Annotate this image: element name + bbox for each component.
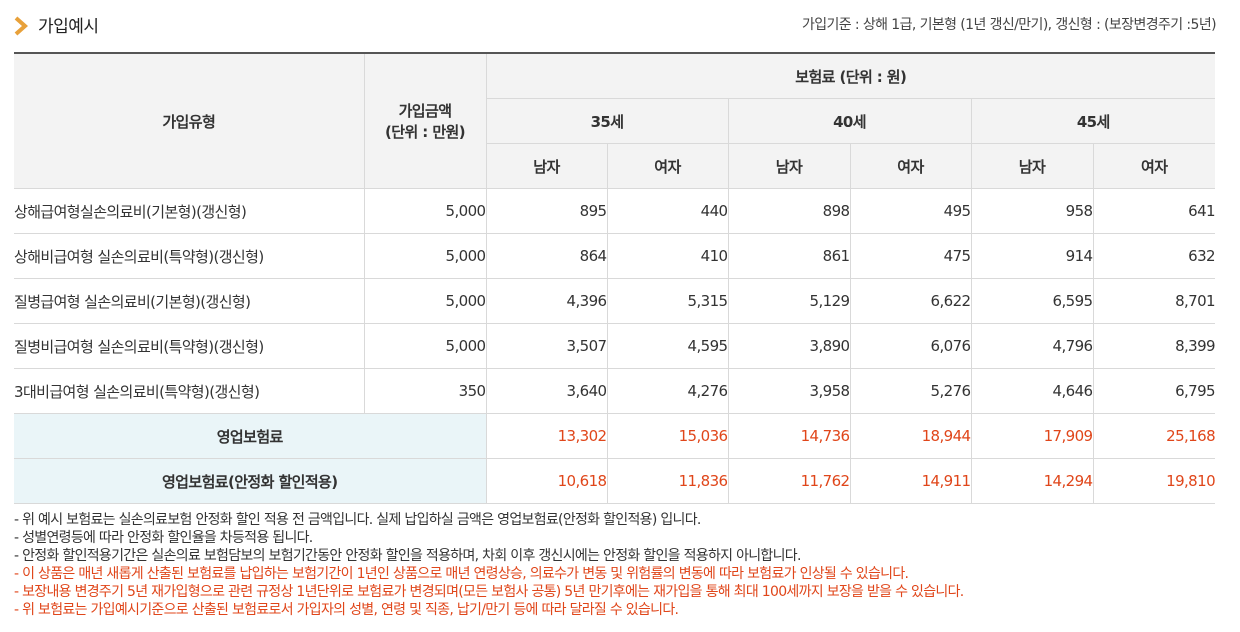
table-row: 질병비급여형 실손의료비(특약형)(갱신형) 5,000 3,507 4,595… bbox=[14, 323, 1216, 369]
premium-cell: 3,640 bbox=[485, 368, 608, 414]
col-header-amount: 가입금액 (단위 : 만원) bbox=[363, 52, 487, 189]
note-item: - 위 예시 보험료는 실손의료보험 안정화 할인 적용 전 금액입니다. 실제… bbox=[14, 512, 701, 528]
premium-cell: 8,701 bbox=[1092, 278, 1216, 324]
notes-list: - 위 예시 보험료는 실손의료보험 안정화 할인 적용 전 금액입니다. 실제… bbox=[14, 511, 1224, 619]
note-item: - 성별연령등에 따라 안정화 할인율을 차등적용 됩니다. bbox=[14, 530, 313, 546]
warning-note-item: - 위 보험료는 가입예시기준으로 산출된 보험료로서 가입자의 성별, 연령 … bbox=[14, 602, 679, 618]
age-header: 45세 bbox=[970, 98, 1216, 144]
premium-cell: 958 bbox=[970, 188, 1094, 234]
premium-example-table: 가입유형 가입금액 (단위 : 만원) 보험료 (단위 : 원) 35세 40세… bbox=[14, 52, 1216, 504]
premium-cell: 3,890 bbox=[727, 323, 851, 369]
total-cell: 14,736 bbox=[727, 413, 851, 459]
premium-cell: 5,129 bbox=[727, 278, 851, 324]
premium-cell: 8,399 bbox=[1092, 323, 1216, 369]
premium-cell: 6,622 bbox=[849, 278, 972, 324]
premium-cell: 6,795 bbox=[1092, 368, 1216, 414]
total-cell: 13,302 bbox=[485, 413, 608, 459]
table-row: 상해급여형실손의료비(기본형)(갱신형) 5,000 895 440 898 4… bbox=[14, 188, 1216, 234]
premium-cell: 914 bbox=[970, 233, 1094, 279]
gender-header: 남자 bbox=[970, 143, 1094, 189]
premium-cell: 440 bbox=[606, 188, 729, 234]
coverage-amount: 5,000 bbox=[363, 233, 487, 279]
total-cell: 14,294 bbox=[970, 458, 1094, 504]
coverage-name: 상해비급여형 실손의료비(특약형)(갱신형) bbox=[14, 233, 365, 279]
premium-cell: 898 bbox=[727, 188, 851, 234]
total-cell: 17,909 bbox=[970, 413, 1094, 459]
premium-cell: 475 bbox=[849, 233, 972, 279]
col-header-type: 가입유형 bbox=[14, 52, 365, 189]
total-cell: 14,911 bbox=[849, 458, 972, 504]
col-header-amount-line1: 가입금액 bbox=[398, 102, 452, 120]
premium-cell: 5,315 bbox=[606, 278, 729, 324]
note-item: - 안정화 할인적용기간은 실손의료 보험담보의 보험기간동안 안정화 할인을 … bbox=[14, 548, 801, 564]
gender-header: 여자 bbox=[849, 143, 972, 189]
coverage-amount: 5,000 bbox=[363, 323, 487, 369]
gender-header: 여자 bbox=[606, 143, 729, 189]
coverage-name: 질병비급여형 실손의료비(특약형)(갱신형) bbox=[14, 323, 365, 369]
total-row: 영업보험료(안정화 할인적용) 10,618 11,836 11,762 14,… bbox=[14, 458, 1216, 504]
premium-cell: 641 bbox=[1092, 188, 1216, 234]
premium-cell: 4,276 bbox=[606, 368, 729, 414]
total-cell: 15,036 bbox=[606, 413, 729, 459]
warning-note-item: - 보장내용 변경주기 5년 재가입형으로 관련 규정상 1년단위로 보험료가 … bbox=[14, 584, 964, 600]
gender-header: 남자 bbox=[727, 143, 851, 189]
coverage-name: 상해급여형실손의료비(기본형)(갱신형) bbox=[14, 188, 365, 234]
total-cell: 10,618 bbox=[485, 458, 608, 504]
age-header: 40세 bbox=[727, 98, 972, 144]
warning-note-item: - 이 상품은 매년 새롭게 산출된 보험료를 납입하는 보험기간이 1년인 상… bbox=[14, 566, 909, 582]
section-title: 가입예시 bbox=[38, 17, 99, 37]
premium-cell: 4,796 bbox=[970, 323, 1094, 369]
premium-cell: 6,595 bbox=[970, 278, 1094, 324]
coverage-amount: 5,000 bbox=[363, 188, 487, 234]
coverage-amount: 350 bbox=[363, 368, 487, 414]
premium-cell: 864 bbox=[485, 233, 608, 279]
premium-cell: 861 bbox=[727, 233, 851, 279]
title-wrap: 가입예시 bbox=[14, 12, 99, 37]
premium-cell: 3,507 bbox=[485, 323, 608, 369]
table-row: 상해비급여형 실손의료비(특약형)(갱신형) 5,000 864 410 861… bbox=[14, 233, 1216, 279]
total-cell: 11,836 bbox=[606, 458, 729, 504]
coverage-name: 3대비급여형 실손의료비(특약형)(갱신형) bbox=[14, 368, 365, 414]
coverage-name: 질병급여형 실손의료비(기본형)(갱신형) bbox=[14, 278, 365, 324]
total-cell: 18,944 bbox=[849, 413, 972, 459]
gender-header: 여자 bbox=[1092, 143, 1216, 189]
table-row: 질병급여형 실손의료비(기본형)(갱신형) 5,000 4,396 5,315 … bbox=[14, 278, 1216, 324]
total-cell: 19,810 bbox=[1092, 458, 1216, 504]
premium-cell: 4,396 bbox=[485, 278, 608, 324]
premium-cell: 895 bbox=[485, 188, 608, 234]
gender-header: 남자 bbox=[486, 143, 608, 189]
col-header-amount-line2: (단위 : 만원) bbox=[385, 123, 466, 141]
premium-cell: 632 bbox=[1092, 233, 1216, 279]
premium-cell: 3,958 bbox=[727, 368, 851, 414]
total-label: 영업보험료 bbox=[14, 413, 487, 459]
total-cell: 25,168 bbox=[1092, 413, 1216, 459]
premium-cell: 5,276 bbox=[849, 368, 972, 414]
premium-cell: 4,595 bbox=[606, 323, 729, 369]
section-header: 가입예시 가입기준 : 상해 1급, 기본형 (1년 갱신/만기), 갱신형 :… bbox=[14, 8, 1217, 38]
table-row: 3대비급여형 실손의료비(특약형)(갱신형) 350 3,640 4,276 3… bbox=[14, 368, 1216, 414]
chevron-right-icon bbox=[14, 16, 28, 36]
premium-cell: 6,076 bbox=[849, 323, 972, 369]
col-header-premium: 보험료 (단위 : 원) bbox=[485, 52, 1216, 99]
subscription-criteria: 가입기준 : 상해 1급, 기본형 (1년 갱신/만기), 갱신형 : (보장변… bbox=[801, 17, 1217, 33]
total-label: 영업보험료(안정화 할인적용) bbox=[14, 458, 487, 504]
age-header: 35세 bbox=[486, 98, 729, 144]
coverage-amount: 5,000 bbox=[363, 278, 487, 324]
premium-cell: 410 bbox=[606, 233, 729, 279]
premium-cell: 495 bbox=[849, 188, 972, 234]
premium-cell: 4,646 bbox=[970, 368, 1094, 414]
total-row: 영업보험료 13,302 15,036 14,736 18,944 17,909… bbox=[14, 413, 1216, 459]
total-cell: 11,762 bbox=[727, 458, 851, 504]
